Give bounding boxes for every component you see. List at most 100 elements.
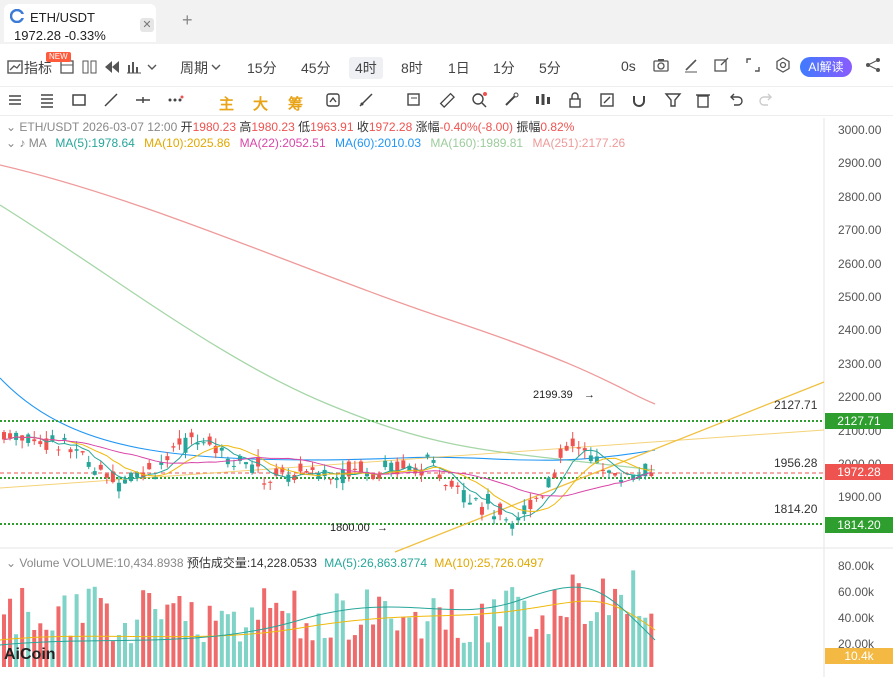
volume-ma10-line [0, 600, 656, 641]
fullscreen-icon[interactable] [744, 56, 762, 74]
candle-body [443, 484, 448, 487]
current-price-tag: 1972.28 [825, 464, 893, 480]
camera-icon[interactable] [652, 56, 670, 74]
tab-eth-usdt[interactable]: ETH/USDT 1972.28 -0.33% ✕ [4, 4, 156, 43]
volume-bar [371, 624, 376, 667]
volume-bar [104, 603, 109, 667]
list-icon[interactable] [38, 91, 56, 109]
volume-bar [262, 588, 267, 667]
horizontal-line-icon[interactable] [134, 91, 152, 109]
volume-bar [407, 617, 412, 667]
trendline-tool-icon[interactable] [102, 91, 120, 109]
ma-info: ⌄ ♪ MA MA(5):1978.64 MA(10):2025.86 MA(2… [6, 136, 625, 150]
candle-body [62, 437, 67, 440]
close-value: 1972.28 [368, 120, 413, 134]
volume-bar [135, 619, 140, 667]
volume-ma10: MA(10):25,726.0497 [434, 556, 544, 570]
close-icon[interactable]: ✕ [140, 18, 154, 32]
volume-bar [207, 605, 212, 667]
period-dropdown[interactable]: 周期 [180, 60, 208, 76]
interval-4h[interactable]: 4时 [349, 57, 383, 79]
trend-line-up [394, 381, 825, 553]
replay-icon[interactable] [104, 60, 120, 74]
chip-toggle[interactable]: 筹 [288, 96, 304, 113]
main-chart-toggle[interactable]: 主 [219, 96, 235, 113]
filter-icon[interactable] [664, 91, 682, 109]
trash-icon[interactable] [694, 91, 712, 109]
interval-45m[interactable]: 45分 [301, 60, 331, 76]
price-axis-tick: 2200.00 [838, 390, 882, 405]
candle-body [479, 506, 484, 515]
interval-1d[interactable]: 1日 [448, 60, 470, 76]
big-order-toggle[interactable]: 大 [253, 96, 269, 113]
candle-body [540, 496, 545, 498]
settings-icon[interactable] [774, 56, 792, 74]
indicator-button[interactable]: 指标 [24, 60, 52, 76]
volume-bar [141, 590, 146, 667]
layout-icon[interactable] [60, 60, 74, 74]
interval-8h[interactable]: 8时 [401, 60, 423, 76]
compare-icon[interactable] [82, 60, 98, 74]
collapse-ma-icon[interactable]: ⌄ ♪ [6, 136, 26, 150]
volume-bar [365, 589, 369, 667]
volume-bar [631, 570, 636, 667]
volume-bar [401, 617, 406, 667]
candle-body [110, 471, 115, 483]
interval-1m[interactable]: 1分 [493, 60, 515, 76]
price-axis-tick: 2400.00 [838, 323, 882, 338]
share-icon[interactable] [864, 56, 882, 74]
candle-body [552, 473, 557, 478]
candle-body [328, 478, 333, 480]
candle-body [50, 435, 55, 442]
candle-body [123, 479, 127, 484]
share-out-icon[interactable] [712, 56, 730, 74]
sync-icon[interactable] [324, 91, 342, 109]
volume-bar [62, 595, 67, 667]
measure-icon[interactable] [357, 91, 375, 109]
magnet-icon[interactable] [630, 91, 648, 109]
volume-bar [552, 589, 557, 667]
volume-bar [80, 622, 85, 667]
candles-icon[interactable] [534, 91, 552, 109]
chevron-down-icon[interactable] [146, 62, 158, 72]
zoom-icon[interactable] [470, 91, 488, 109]
add-tab-icon[interactable]: + [182, 10, 193, 30]
ruler-icon[interactable] [438, 91, 456, 109]
volume-bar [56, 606, 61, 667]
more-tools-icon[interactable] [166, 91, 184, 109]
candle-body [588, 455, 593, 462]
volume-bar [123, 622, 127, 667]
interval-15m[interactable]: 15分 [247, 60, 277, 76]
note-icon[interactable] [598, 91, 616, 109]
candle-body [498, 503, 503, 515]
collapse-volume-icon[interactable]: ⌄ [6, 556, 20, 570]
volume-bar [467, 641, 472, 667]
ma5-value: MA(5):1978.64 [55, 136, 135, 150]
annotation-icon[interactable] [405, 91, 423, 109]
chart-type-icon[interactable] [6, 58, 24, 76]
collapse-icon[interactable]: ⌄ [6, 120, 20, 134]
candle-body [449, 480, 454, 487]
redo-icon[interactable] [758, 91, 776, 109]
level-label-lower: 1814.20 [774, 502, 818, 516]
volume-bar [225, 614, 230, 667]
candle-body [371, 474, 376, 479]
brush-icon[interactable] [502, 91, 520, 109]
lock-icon[interactable] [566, 91, 584, 109]
volume-bar [298, 638, 303, 667]
menu-icon[interactable] [6, 91, 24, 109]
ma-label: MA [28, 136, 47, 150]
candle-body [141, 472, 146, 478]
edit-icon[interactable] [682, 56, 700, 74]
candle-body [607, 470, 611, 473]
candle-body [159, 462, 164, 465]
period-chevron-icon[interactable] [210, 62, 222, 72]
rectangle-tool-icon[interactable] [70, 91, 88, 109]
bar-chart-icon[interactable] [126, 60, 142, 74]
amp-label: 振幅 [516, 120, 541, 134]
undo-icon[interactable] [726, 91, 744, 109]
ai-analysis-button[interactable]: AI解读 [800, 57, 852, 77]
ma60-value: MA(60):2010.03 [334, 136, 422, 150]
high-annotation: 2199.39 [533, 389, 573, 401]
interval-5m[interactable]: 5分 [539, 60, 561, 76]
